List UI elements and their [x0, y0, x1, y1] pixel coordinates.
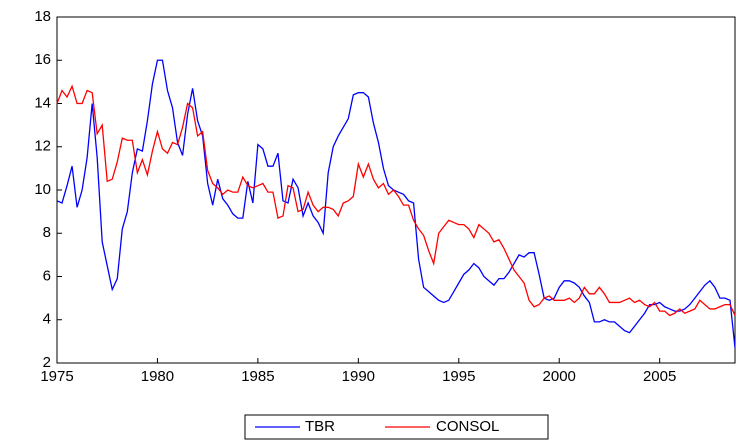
y-tick-label: 6: [43, 267, 51, 284]
x-tick-label: 1990: [342, 368, 375, 385]
series-line: [56, 84, 736, 317]
y-tick-label: 10: [34, 181, 51, 198]
series-line: [56, 59, 736, 348]
x-tick-label: 1995: [442, 368, 475, 385]
x-tick-label: 2000: [543, 368, 576, 385]
y-tick-label: 8: [43, 224, 51, 241]
y-tick-label: 14: [34, 94, 51, 111]
x-tick-label: 1985: [241, 368, 274, 385]
y-tick-label: 2: [43, 354, 51, 371]
x-tick-label: 1975: [40, 368, 73, 385]
legend-label: TBR: [305, 418, 335, 435]
y-tick-label: 18: [34, 8, 51, 25]
legend-box: [244, 414, 549, 440]
x-tick-label: 1980: [141, 368, 174, 385]
legend-label: CONSOL: [436, 418, 499, 435]
y-tick-label: 4: [43, 311, 51, 328]
x-tick-label: 2005: [643, 368, 676, 385]
y-tick-label: 12: [34, 138, 51, 155]
y-tick-label: 16: [34, 51, 51, 68]
plot-frame: [56, 16, 736, 364]
